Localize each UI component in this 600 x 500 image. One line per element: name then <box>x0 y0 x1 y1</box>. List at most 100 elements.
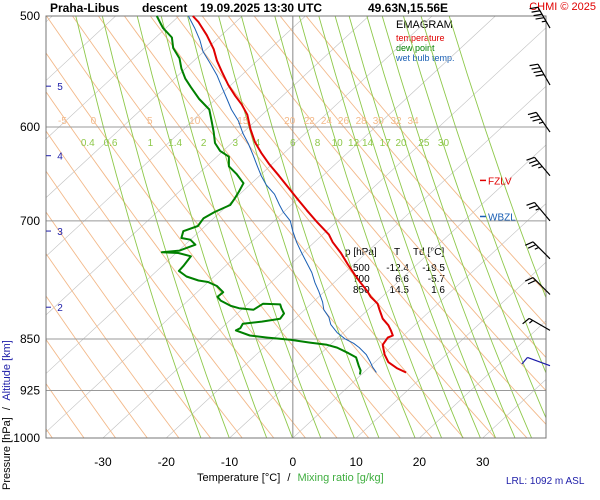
isotherm-line <box>46 16 496 433</box>
mixing-ratio-line <box>420 16 546 375</box>
wind-barb-half-flag <box>535 208 540 211</box>
temperature-tick-label: 30 <box>476 455 490 469</box>
wind-barb-flag <box>526 156 535 161</box>
dry-adiabat-line <box>46 338 116 438</box>
mixing-ratio-label: 4 <box>255 138 261 149</box>
wind-barb-flag <box>532 118 541 122</box>
wind-barb-flag <box>529 6 539 10</box>
wind-barb <box>526 201 551 222</box>
level-marker-label: WBZL <box>488 212 516 223</box>
dry-adiabat-label: 30 <box>373 116 385 127</box>
background-lines <box>0 16 546 438</box>
mixing-ratio-label: 25 <box>418 138 430 149</box>
wind-barb-flag <box>528 204 538 209</box>
wind-barb-flag <box>525 276 534 282</box>
temperature-tick-label: 10 <box>349 455 363 469</box>
mixing-ratio-label: 12 <box>348 138 360 149</box>
wind-barb-half-flag <box>534 246 539 250</box>
copyright: CHMI © 2025 <box>529 1 596 13</box>
wind-barb-half-flag <box>528 319 534 324</box>
plot-frame <box>45 15 547 439</box>
table-cell: -5.7 <box>427 274 445 285</box>
dry-adiabat-label: 15 <box>237 116 249 127</box>
mixing-ratio-line <box>448 16 546 299</box>
wind-barb-shaft <box>534 202 551 222</box>
dry-adiabat-line <box>46 90 306 438</box>
mixing-ratio-line <box>75 16 202 438</box>
wind-barb-flag <box>527 111 537 116</box>
wind-barb <box>525 276 551 295</box>
wind-barb-flag <box>530 115 539 119</box>
dry-adiabat-line <box>227 16 546 392</box>
wind-barb-flag <box>526 201 535 206</box>
wind-barb-flag <box>528 159 538 164</box>
dry-adiabat-line <box>46 130 275 438</box>
mixing-ratio-line <box>381 16 533 438</box>
pressure-tick-label: 700 <box>20 214 40 228</box>
wind-barb-half-flag <box>538 121 544 124</box>
mixing-ratio-label: 3 <box>232 138 238 149</box>
pressure-tick-label: 500 <box>20 9 40 23</box>
table-header-pressure: p [hPa] <box>345 247 377 258</box>
wind-barb-flag <box>531 162 540 167</box>
dry-adiabat-line <box>0 16 21 438</box>
wind-barb-flag <box>527 279 537 285</box>
dry-adiabat-line <box>46 16 370 438</box>
mixing-ratio-line <box>318 16 464 438</box>
temperature-tick-label: 0 <box>289 455 296 469</box>
altitude-tick-label: 2 <box>57 303 63 314</box>
wind-barb <box>525 241 551 260</box>
legend-entry-dew-point: dew point <box>396 43 435 53</box>
wind-barb-flag <box>527 244 537 249</box>
level-marker-label: FZLV <box>488 176 512 187</box>
dry-adiabat-line <box>46 211 211 438</box>
dry-adiabat-line <box>253 16 546 359</box>
table-header-dewpoint: Td [°C] <box>413 247 445 258</box>
mixing-ratio-line <box>402 16 546 420</box>
x-axis-label: Temperature [°C] / Mixing ratio [g/kg] <box>197 472 384 484</box>
wind-barb <box>522 317 551 331</box>
pressure-tick-label: 925 <box>20 384 40 398</box>
wind-barb-flag <box>522 317 530 325</box>
isotherm-line <box>102 27 546 438</box>
mixing-ratio-label: 10 <box>332 138 344 149</box>
wind-barb-flag <box>535 17 545 20</box>
mixing-ratio-line <box>218 16 355 438</box>
mixing-ratio-label: 0.6 <box>104 138 118 149</box>
dry-adiabat-label: 20 <box>284 116 296 127</box>
table-cell: 500 <box>353 263 370 274</box>
table-cell: 14.5 <box>389 285 409 296</box>
mixing-ratio-line <box>160 16 293 438</box>
mixing-ratio-line <box>187 16 322 438</box>
series-wet-bulb-temp <box>187 15 377 373</box>
dry-adiabat-line <box>305 16 546 294</box>
sounding-phase: descent <box>142 1 188 15</box>
sounding-coordinates: 49.63N,15.56E <box>368 1 449 15</box>
mixing-ratio-label: 1.4 <box>168 138 182 149</box>
altitude-tick-label: 5 <box>57 82 63 93</box>
station-name: Praha-Libus <box>50 1 120 15</box>
mixing-ratio-line <box>334 16 481 438</box>
dry-adiabat-line <box>201 16 546 425</box>
wind-barb-flag <box>533 70 543 74</box>
wind-barb <box>529 6 551 29</box>
mixing-ratio-line <box>298 16 443 438</box>
dry-adiabat-line <box>72 16 401 438</box>
altitude-tick-label: 3 <box>57 227 63 238</box>
wind-barb-flag <box>535 74 545 77</box>
legend-entry-temperature: temperature <box>396 33 445 43</box>
mixing-ratio-line <box>101 16 230 438</box>
mixing-ratio-line <box>366 16 516 438</box>
dry-adiabat-label: 34 <box>408 116 420 127</box>
mixing-ratio-line <box>240 16 380 438</box>
mixing-ratio-label: 1 <box>148 138 154 149</box>
dry-adiabat-label: 0 <box>91 116 97 127</box>
isotherm-line <box>355 261 546 438</box>
table-header-temperature: T <box>394 247 401 258</box>
x-axis-label-separator: / <box>287 472 291 484</box>
altitude-tick-label: 4 <box>57 152 63 163</box>
wind-barb-half-flag <box>541 20 547 23</box>
temperature-tick-label: 20 <box>413 455 427 469</box>
